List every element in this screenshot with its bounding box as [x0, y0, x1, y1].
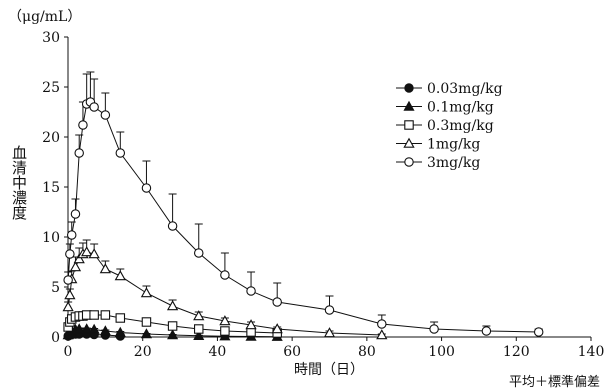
x-tick-label: 100 [428, 344, 455, 360]
data-point-triangle-open [166, 300, 179, 311]
series-group [63, 71, 544, 337]
legend-label: 0.3mg/kg [427, 118, 494, 134]
data-point-triangle-filled [114, 326, 126, 337]
legend-label: 0.03mg/kg [427, 81, 503, 97]
data-point-circle-open [167, 221, 178, 231]
y-tick-label: 0 [51, 330, 60, 346]
legend-label: 3mg/kg [427, 155, 480, 171]
data-point-triangle-open [219, 315, 231, 326]
data-point-circle-open [63, 275, 73, 285]
data-point-circle-open [220, 270, 230, 280]
data-point-square-open [220, 326, 230, 336]
x-tick-label: 0 [64, 344, 73, 360]
footnote: 平均＋標準偏差 [508, 375, 600, 390]
data-point-circle-open [533, 327, 544, 337]
data-point-circle-open [404, 157, 414, 167]
x-tick-label: 140 [578, 344, 605, 360]
data-point-square-open [167, 321, 178, 331]
data-point-square-open [100, 310, 111, 320]
data-point-square-open [89, 310, 99, 320]
data-point-triangle-filled [140, 328, 153, 339]
data-point-triangle-filled [88, 323, 100, 334]
data-point-triangle-open [73, 253, 85, 264]
data-point-circle-filled [404, 83, 414, 93]
data-point-triangle-open [114, 270, 126, 281]
data-point-triangle-filled [81, 323, 93, 334]
data-point-circle-open [141, 183, 152, 193]
data-point-circle-open [377, 319, 387, 329]
data-point-triangle-filled [403, 100, 415, 111]
data-point-triangle-open [140, 287, 153, 298]
data-point-triangle-open [271, 323, 283, 334]
x-tick-label: 60 [283, 344, 301, 360]
legend-label: 0.1mg/kg [427, 100, 494, 116]
y-tick-label: 5 [51, 280, 60, 296]
data-point-triangle-open [323, 327, 336, 338]
y-axis-label: 血清中濃度 [10, 145, 28, 220]
data-point-triangle-open [376, 329, 388, 340]
y-tick-label: 20 [42, 130, 60, 146]
series-group [62, 323, 283, 341]
data-point-circle-open [65, 249, 75, 259]
data-point-triangle-filled [167, 329, 179, 340]
data-point-circle-open [70, 209, 81, 219]
data-point-circle-open [100, 110, 111, 120]
x-tick-label: 40 [209, 344, 227, 360]
data-point-square-open [194, 324, 204, 334]
data-point-triangle-open [403, 137, 415, 148]
data-point-square-open [115, 313, 126, 323]
data-point-triangle-open [81, 246, 93, 257]
series-group [63, 310, 282, 338]
y-tick-label: 30 [42, 30, 60, 46]
data-point-circle-open [66, 230, 77, 240]
data-point-circle-open [74, 148, 84, 158]
data-point-triangle-open [245, 319, 257, 330]
data-point-circle-open [481, 326, 492, 336]
x-tick-label: 120 [503, 344, 530, 360]
data-point-triangle-open [62, 301, 74, 312]
data-point-triangle-filled [193, 330, 205, 340]
y-axis-unit: （μg/mL） [8, 9, 82, 25]
series-group [62, 239, 388, 340]
data-point-triangle-open [99, 263, 111, 274]
data-point-circle-open [78, 120, 88, 130]
data-point-circle-open [194, 248, 204, 258]
data-point-triangle-open [64, 289, 76, 300]
x-tick-label: 80 [358, 344, 376, 360]
data-point-circle-open [246, 286, 256, 296]
data-point-triangle-filled [73, 323, 85, 334]
data-point-circle-open [324, 305, 335, 315]
y-tick-label: 10 [42, 230, 60, 246]
data-point-square-open [141, 317, 152, 327]
y-tick-label: 15 [42, 180, 60, 196]
y-tick-label: 25 [42, 80, 60, 96]
series-line [67, 101, 539, 333]
data-point-triangle-open [69, 261, 82, 272]
data-point-triangle-open [88, 248, 100, 259]
data-point-square-open [404, 120, 414, 130]
x-axis-label: 時間（日） [294, 362, 364, 378]
data-point-circle-open [89, 102, 99, 112]
x-tick-label: 20 [134, 344, 152, 360]
data-point-circle-open [272, 297, 282, 307]
data-point-triangle-filled [99, 325, 111, 336]
data-point-triangle-open [193, 310, 205, 321]
data-point-circle-open [429, 324, 439, 334]
legend-label: 1mg/kg [427, 137, 480, 153]
data-point-circle-open [115, 148, 126, 158]
